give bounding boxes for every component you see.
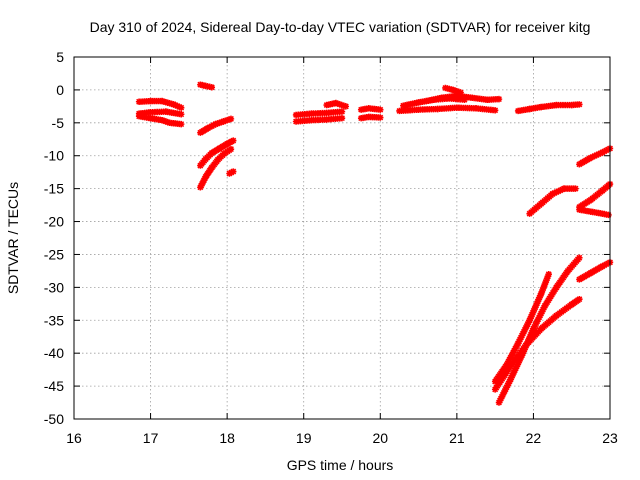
y-tick-label: -25 <box>44 246 64 262</box>
data-segment <box>197 137 237 169</box>
data-point <box>230 168 237 175</box>
data-segment <box>292 108 346 119</box>
y-tick-label: -15 <box>44 181 64 197</box>
x-tick-label: 22 <box>526 430 542 446</box>
data-segment <box>423 92 503 105</box>
data-point <box>545 271 552 278</box>
data-segment <box>396 104 499 115</box>
data-segment <box>135 113 185 128</box>
data-segment <box>357 113 384 122</box>
y-tick-label: -50 <box>44 411 64 427</box>
data-point <box>230 137 237 144</box>
x-tick-label: 21 <box>449 430 465 446</box>
data-point <box>576 296 583 303</box>
x-axis-label: GPS time / hours <box>287 457 394 473</box>
data-point <box>491 107 499 114</box>
data-segment <box>495 254 583 406</box>
data-segment <box>197 81 216 91</box>
y-tick-label: -20 <box>44 214 64 230</box>
data-point <box>178 120 185 128</box>
data-point <box>338 108 346 115</box>
data-segment <box>514 101 583 115</box>
y-tick-label: -10 <box>44 148 64 164</box>
data-point <box>227 145 235 153</box>
data-segment <box>576 206 612 219</box>
data-point <box>377 106 384 113</box>
data-segment <box>323 99 350 110</box>
data-point <box>178 111 185 118</box>
data-point <box>178 104 185 111</box>
data-segment <box>576 180 614 211</box>
data-segment <box>197 115 235 136</box>
x-tick-label: 16 <box>66 430 82 446</box>
data-point <box>208 84 216 91</box>
x-tick-labels: 16 17 18 19 20 21 22 23 <box>66 430 618 446</box>
data-points <box>135 81 614 406</box>
data-point <box>576 254 583 261</box>
data-segment <box>526 185 579 217</box>
data-segment <box>357 105 384 113</box>
x-tick-label: 23 <box>602 430 618 446</box>
data-point <box>338 115 346 122</box>
y-tick-label: -45 <box>44 378 64 394</box>
data-segment <box>197 145 235 191</box>
data-point <box>377 114 384 121</box>
data-point <box>457 89 464 96</box>
data-point <box>605 211 612 219</box>
y-tick-label: -30 <box>44 279 64 295</box>
y-tick-labels: 5 0 -5 -10 -15 -20 -25 -30 -35 -40 -45 -50 <box>44 49 64 427</box>
y-axis-label: SDTVAR / TECUs <box>5 182 21 294</box>
y-tick-label: 5 <box>56 49 64 65</box>
y-tick-label: -5 <box>52 115 65 131</box>
data-segment <box>576 145 614 168</box>
data-segment <box>135 108 185 118</box>
data-segment <box>292 115 346 125</box>
data-segment <box>491 296 583 393</box>
plot-frame <box>73 56 611 420</box>
data-point <box>495 95 503 103</box>
data-point <box>572 185 579 192</box>
data-point <box>342 103 350 110</box>
data-segment <box>135 97 185 111</box>
data-segment <box>442 84 464 96</box>
data-point <box>227 115 235 123</box>
y-tick-label: 0 <box>56 82 64 98</box>
y-tick-label: -35 <box>44 312 64 328</box>
x-tick-label: 20 <box>372 430 388 446</box>
data-point <box>576 101 583 108</box>
data-segment <box>491 271 552 385</box>
data-segment <box>576 259 614 283</box>
chart-title: Day 310 of 2024, Sidereal Day-to-day VTE… <box>90 19 591 35</box>
x-tick-label: 17 <box>143 430 159 446</box>
y-tick-label: -40 <box>44 345 64 361</box>
data-segment <box>226 168 237 177</box>
grid-lines <box>74 57 610 419</box>
x-tick-label: 19 <box>296 430 312 446</box>
x-tick-label: 18 <box>219 430 235 446</box>
